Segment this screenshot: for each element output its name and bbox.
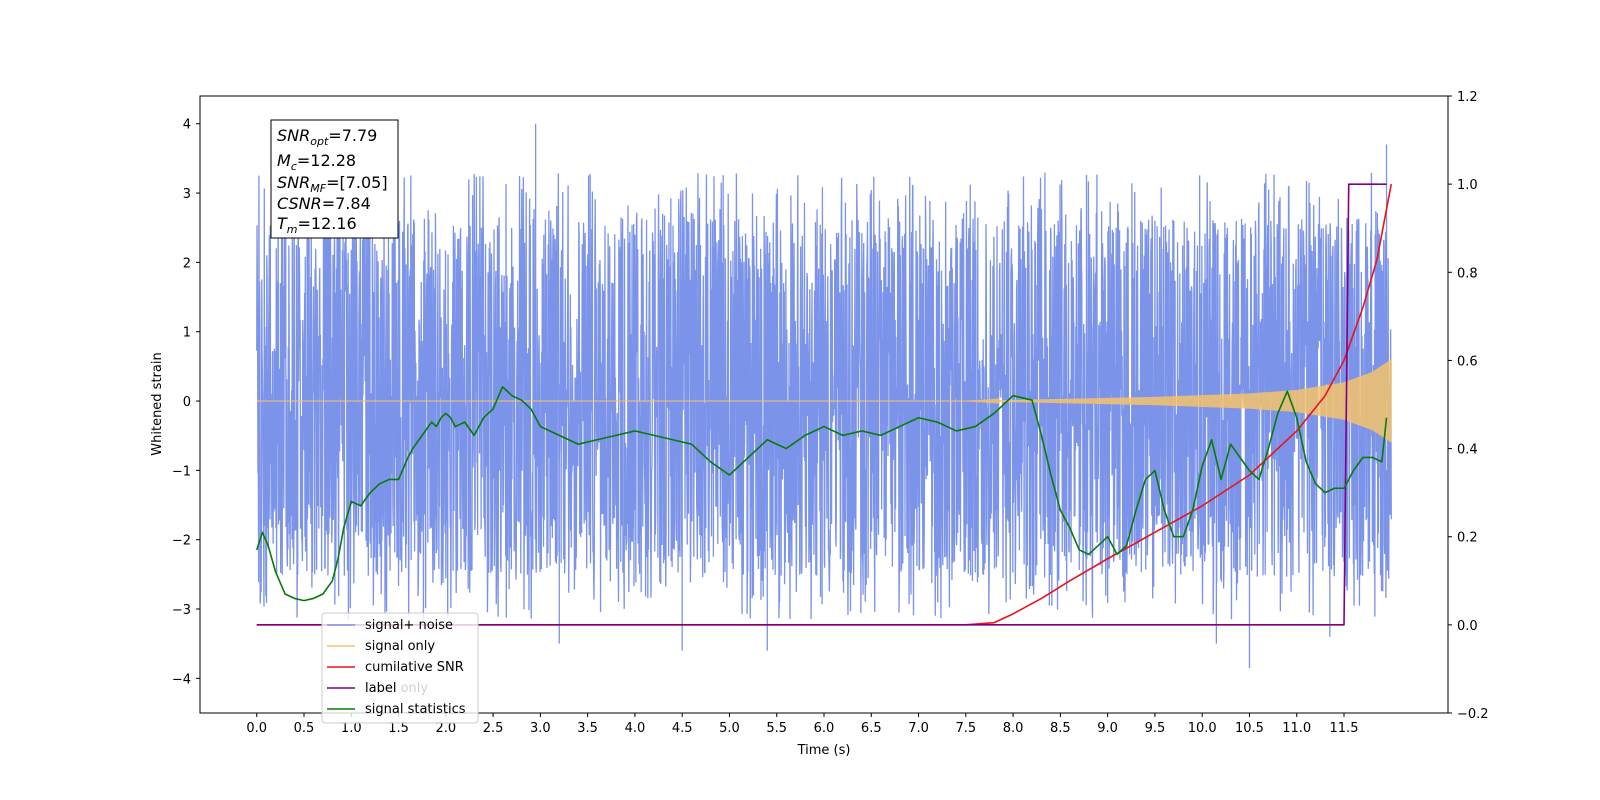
x-tick-label: 11.5 [1330, 721, 1359, 736]
series-signal-noise [256, 123, 1392, 668]
x-tick-label: 5.0 [719, 721, 740, 736]
y-left-tick-label: 3 [183, 187, 191, 202]
y-left-tick-label: 4 [183, 118, 191, 133]
y-left-tick-label: −3 [172, 603, 191, 618]
y-right-tick-label: −0.2 [1457, 707, 1489, 722]
y-right-tick-label: 1.0 [1457, 178, 1478, 193]
info-line-mc: Mc=12.28 [277, 151, 356, 173]
y-left-tick-label: −4 [172, 672, 191, 687]
x-tick-label: 4.0 [625, 721, 646, 736]
legend: signal+ noise signal only cumilative SNR… [321, 612, 479, 724]
x-tick-label: 0.0 [246, 721, 267, 736]
legend-label-cumulative-snr: cumilative SNR [365, 660, 464, 675]
y-right-tick-label: 1.2 [1457, 90, 1478, 105]
y-left-tick-label: 1 [183, 326, 191, 341]
series-signal-only [256, 359, 1392, 443]
y-left-tick-label: 0 [183, 395, 191, 410]
y-axis-title: Whitened strain [150, 352, 165, 455]
series-signal-statistics [255, 386, 1388, 602]
x-tick-label: 7.5 [955, 721, 976, 736]
legend-label-signal-only: signal only [365, 639, 435, 654]
x-tick-label: 2.5 [483, 721, 504, 736]
x-axis-title: Time (s) [797, 743, 851, 758]
x-tick-label: 9.0 [1097, 721, 1118, 736]
x-tick-label: 8.5 [1050, 721, 1071, 736]
y-right-tick-label: 0.8 [1457, 266, 1478, 281]
axes-layer: 0.0 0.5 1.0 1.5 2.0 2.5 3.0 3.5 4.0 4.5 5.0 5.5 6.0 6… [172, 90, 1489, 736]
legend-label-signal-noise: signal+ noise [365, 618, 453, 633]
x-tick-label: 9.5 [1145, 721, 1166, 736]
x-tick-label: 6.5 [861, 721, 882, 736]
x-tick-label: 10.5 [1235, 721, 1264, 736]
y-right-tick-label: 0.0 [1457, 619, 1478, 634]
x-tick-label: 2.0 [435, 721, 456, 736]
x-tick-label: 7.0 [908, 721, 929, 736]
info-line-snr-opt: SNRopt=7.79 [277, 126, 377, 148]
x-tick-label: 8.0 [1003, 721, 1024, 736]
y-left-tick-label: −1 [172, 464, 191, 479]
legend-label-label: label [365, 681, 396, 696]
x-tick-label: 6.0 [814, 721, 835, 736]
x-tick-label: 1.0 [341, 721, 362, 736]
x-tick-label: 0.5 [294, 721, 315, 736]
x-tick-label: 3.5 [577, 721, 598, 736]
x-tick-label: 5.5 [766, 721, 787, 736]
y-left-tick-label: −2 [172, 534, 191, 549]
y-right-tick-label: 0.6 [1457, 354, 1478, 369]
series-cumulative-snr [256, 183, 1393, 626]
legend-label-signal-statistics: signal statistics [365, 702, 466, 717]
y-left-tick-label: 2 [183, 256, 191, 271]
legend-label-label-only-ghost: label only [365, 681, 428, 696]
info-line-tm: Tm=12.16 [277, 214, 357, 236]
info-line-csnr: CSNR=7.84 [277, 194, 371, 213]
x-tick-label: 1.5 [388, 721, 409, 736]
y-right-tick-label: 0.2 [1457, 531, 1478, 546]
series-label [256, 183, 1387, 626]
x-tick-label: 11.0 [1282, 721, 1311, 736]
x-tick-label: 10.0 [1188, 721, 1217, 736]
info-box: SNRopt=7.79 Mc=12.28 SNRMF=[7.05] CSNR=7… [270, 119, 399, 239]
x-tick-label: 4.5 [672, 721, 693, 736]
legend-frame [321, 612, 479, 724]
info-line-snr-mf: SNRMF=[7.05] [277, 173, 388, 195]
y-right-tick-label: 0.4 [1457, 443, 1478, 458]
plot-series-layer [255, 123, 1393, 668]
x-tick-label: 3.0 [530, 721, 551, 736]
info-box-frame [270, 119, 399, 239]
